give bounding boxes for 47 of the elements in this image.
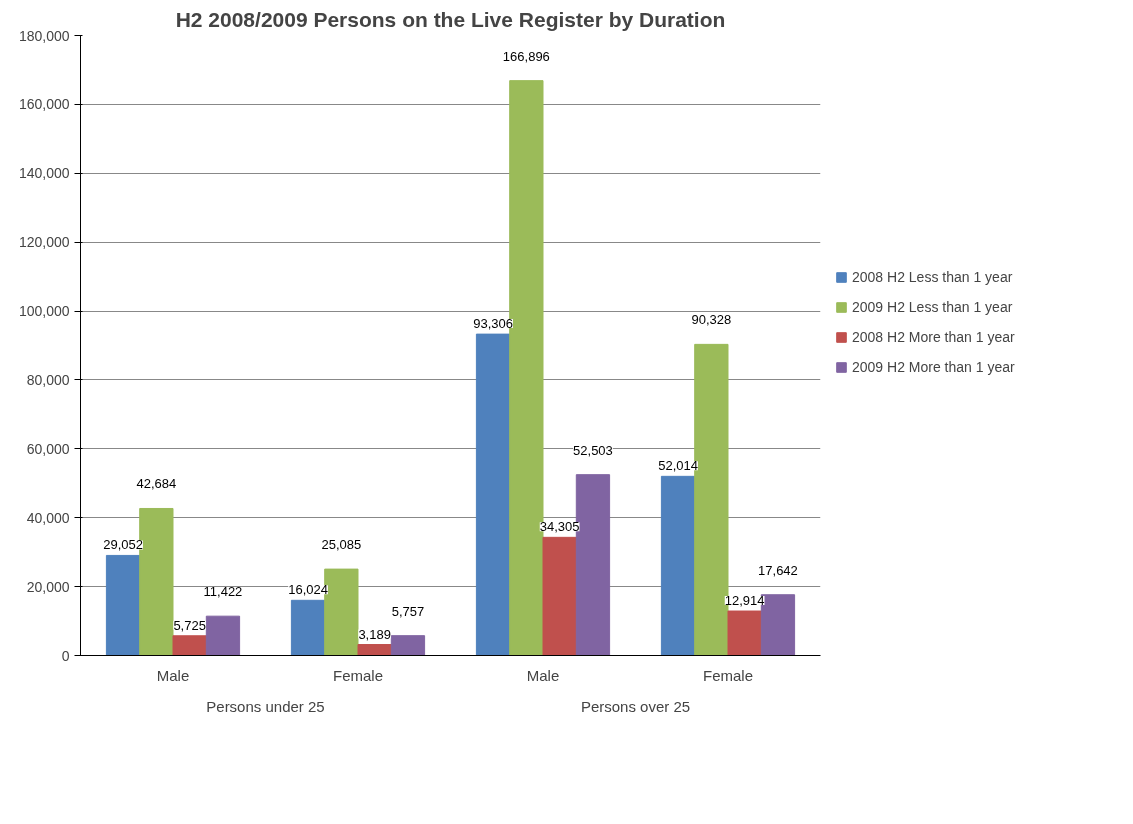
data-label: 93,306 [473, 316, 513, 332]
bar [290, 599, 326, 656]
data-label: 17,642 [758, 562, 798, 578]
data-label: 11,422 [203, 584, 243, 600]
legend-label: 2009 H2 More than 1 year [852, 359, 1015, 375]
y-tick-label: 20,000 [26, 578, 70, 595]
legend-label: 2008 H2 Less than 1 year [852, 269, 1013, 285]
y-tick-label: 100,000 [18, 303, 70, 320]
y-tick-label: 180,000 [18, 27, 70, 44]
data-label: 90,328 [691, 312, 732, 328]
data-label: 5,725 [173, 617, 206, 633]
bar [727, 610, 762, 656]
y-tick-label: 60,000 [26, 440, 70, 457]
data-label: 42,684 [136, 476, 177, 492]
y-tick-label: 160,000 [18, 96, 70, 113]
data-label: 3,189 [358, 626, 391, 642]
x-tick-label: Female [332, 666, 384, 684]
bar [475, 333, 511, 656]
bar [660, 475, 696, 656]
text: Persons over 25 [580, 697, 691, 715]
data-label: 166,896 [502, 48, 550, 64]
data-label: 52,503 [573, 442, 613, 458]
y-tick-label: 140,000 [18, 165, 70, 182]
bar [172, 635, 207, 656]
y-tick-label: 80,000 [26, 371, 70, 388]
bar [542, 536, 577, 656]
y-tick-label: 0 [61, 647, 70, 664]
y-tick-label: 120,000 [18, 234, 70, 251]
data-label: 25,085 [321, 537, 362, 553]
data-label: 12,914 [724, 593, 765, 609]
bar [105, 554, 141, 656]
data-label: 34,305 [539, 519, 580, 535]
bar [357, 644, 392, 656]
data-label: 16,024 [288, 582, 328, 598]
y-tick-label: 40,000 [26, 509, 70, 526]
x-tick-label: Male [526, 666, 560, 684]
legend-label: 2008 H2 More than 1 year [852, 329, 1015, 345]
bar [390, 635, 426, 656]
data-label: 5,757 [391, 603, 425, 619]
chart-title: H2 2008/2009 Persons on the Live Register by Duration [175, 7, 726, 31]
bar [205, 615, 241, 656]
legend-label: 2009 H2 Less than 1 year [852, 299, 1013, 315]
x-tick-label: Male [156, 666, 190, 684]
data-label: 52,014 [658, 458, 698, 474]
text: Persons under 25 [206, 697, 325, 715]
data-label: 29,052 [103, 537, 143, 553]
x-tick-label: Female [702, 666, 754, 684]
